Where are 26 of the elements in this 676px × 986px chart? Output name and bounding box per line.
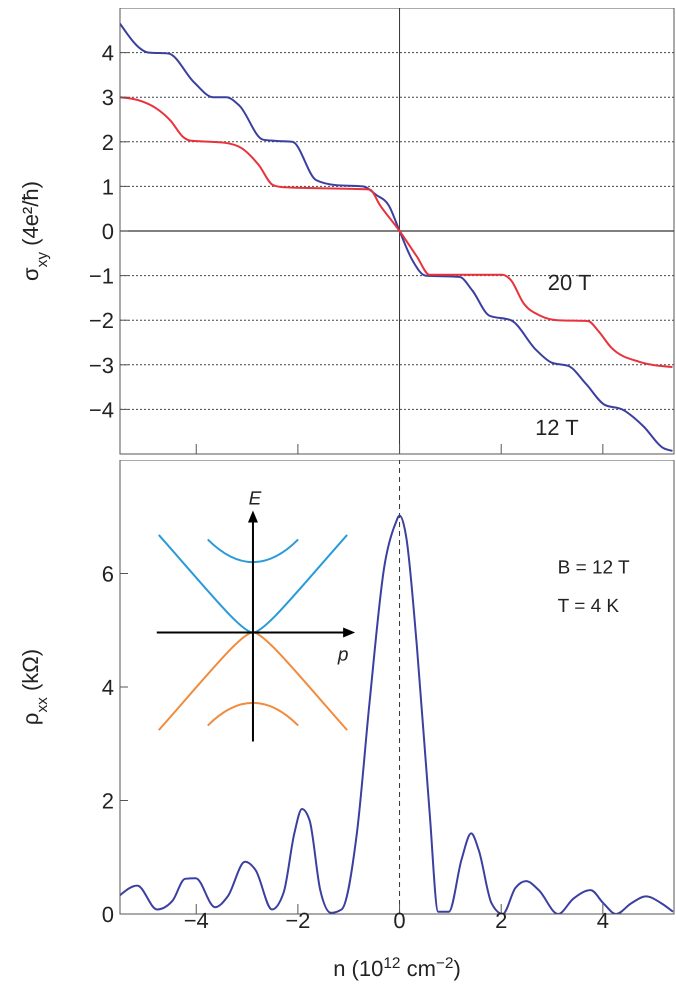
dispersion-diagram: E p (156, 488, 356, 742)
y-tick-label: 6 (102, 562, 114, 586)
y-tick-label: −4 (88, 397, 114, 422)
x-tick-label: −4 (184, 908, 209, 933)
series-label: 12 T (535, 414, 579, 440)
annotation: B = 12 T (558, 558, 630, 578)
annotation: E (248, 488, 262, 510)
y-tick-label: −1 (88, 264, 114, 289)
y-tick-label: 3 (102, 85, 114, 110)
y-tick-label: −3 (88, 352, 114, 378)
x-tick-label: 2 (495, 908, 508, 933)
series-label: 20 T (548, 270, 592, 296)
x-tick-label: −2 (285, 908, 310, 933)
annotation: p (336, 644, 348, 666)
y-tick-label: 1 (102, 174, 114, 200)
y-tick-label: 0 (102, 219, 114, 244)
x-tick-label: 0 (393, 908, 406, 933)
y-tick-label: 2 (102, 788, 114, 814)
y-tick-label: 2 (102, 130, 114, 155)
line-series (120, 96, 674, 368)
y-tick-label: 4 (102, 40, 114, 66)
annotation: T = 4 K (558, 596, 620, 618)
y-tick-label: 4 (102, 675, 114, 700)
x-axis-title: n (10$^{12}$ cm$^{−2}$) (333, 954, 461, 981)
y-tick-label: −2 (88, 308, 114, 334)
x-tick-label: 4 (596, 908, 609, 933)
